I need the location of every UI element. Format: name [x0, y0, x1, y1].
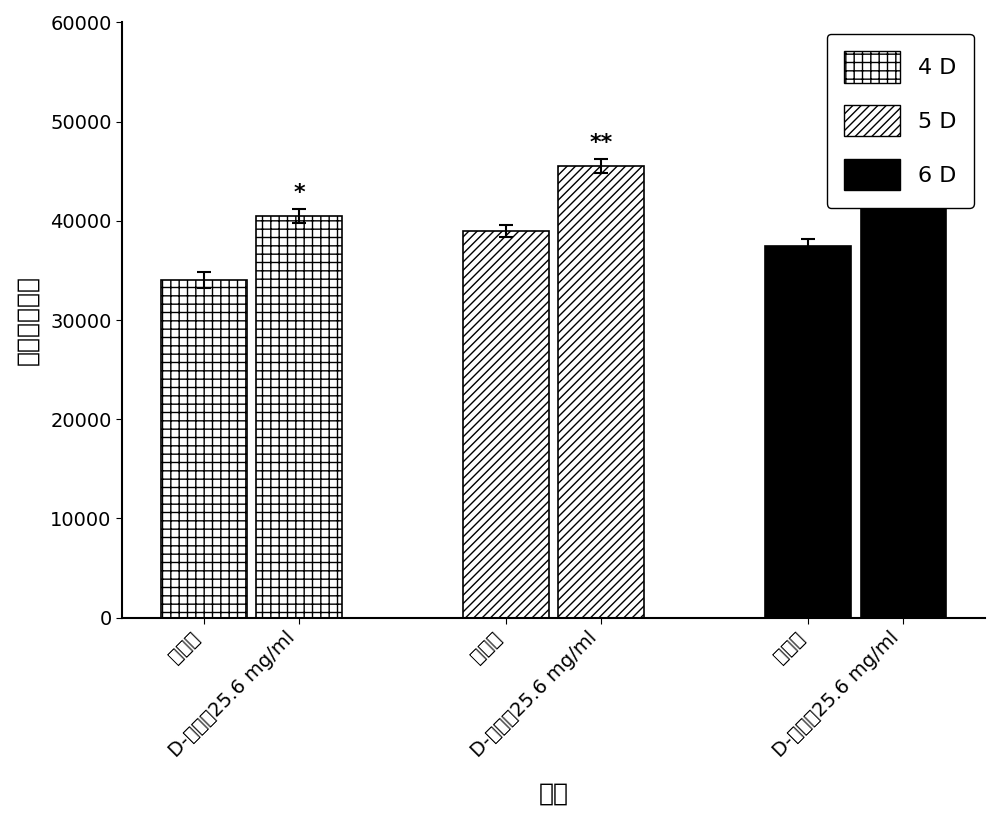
Bar — [256, 216, 342, 617]
Text: **: ** — [589, 134, 613, 154]
Text: *: * — [293, 183, 305, 203]
Text: **: ** — [892, 89, 915, 109]
Bar — [861, 122, 946, 617]
Bar — [558, 167, 644, 617]
Bar — [161, 281, 247, 617]
Bar — [765, 245, 851, 617]
Y-axis label: 不透明饱和度: 不透明饱和度 — [15, 275, 39, 365]
X-axis label: 组别: 组别 — [539, 782, 569, 806]
Legend: 4 D, 5 D, 6 D: 4 D, 5 D, 6 D — [827, 34, 974, 208]
Bar — [463, 231, 549, 617]
